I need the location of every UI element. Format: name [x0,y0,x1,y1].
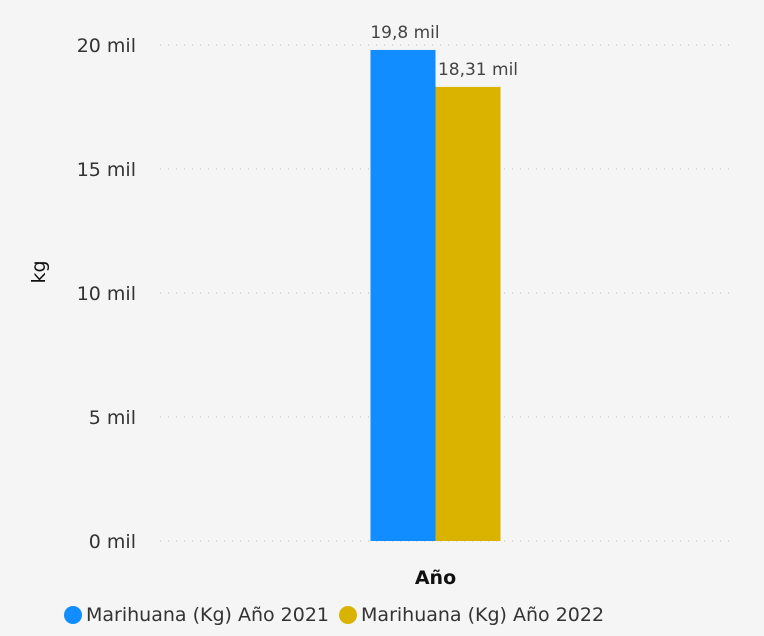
bars [370,49,501,542]
x-category-label: Año [415,567,456,589]
y-tick-label: 5 mil [89,407,136,429]
legend: Marihuana (Kg) Año 2021 Marihuana (Kg) Añ… [64,604,614,626]
data-label: 19,8 mil [370,23,439,43]
data-labels: 19,8 mil 18,31 mil [370,23,518,80]
y-tick-label: 20 mil [77,35,136,57]
legend-label: Marihuana (Kg) Año 2022 [361,604,605,626]
y-tick-label: 0 mil [89,531,136,553]
legend-item[interactable]: Marihuana (Kg) Año 2021 [64,604,329,626]
bar-1[interactable] [370,49,436,542]
legend-swatch-icon [64,606,82,624]
legend-label: Marihuana (Kg) Año 2021 [86,604,330,626]
data-label: 18,31 mil [438,60,518,80]
legend-item[interactable]: Marihuana (Kg) Año 2022 [339,604,604,626]
y-tick-label: 15 mil [77,159,136,181]
y-tick-label: 10 mil [77,283,136,305]
legend-swatch-icon [339,606,358,624]
y-axis-title: kg [28,260,50,283]
y-axis-ticks: 0 mil 5 mil 10 mil 15 mil 20 mil [77,35,136,553]
bar-2[interactable] [435,86,501,542]
x-axis-categories: Año [415,567,456,589]
